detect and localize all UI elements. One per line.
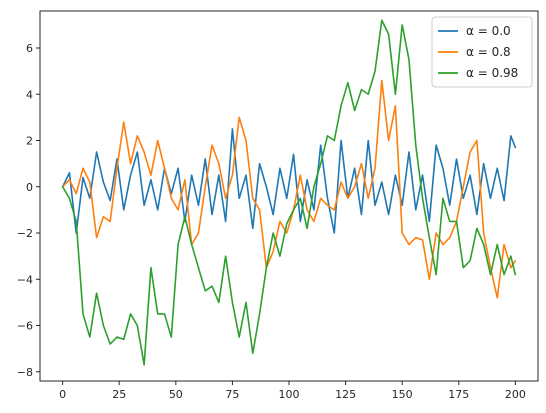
y-axis-ticks: −8 −6 −4 −2 0 2 4 6	[17, 42, 40, 379]
legend-box	[431, 16, 533, 88]
x-tick-label: 25	[112, 388, 126, 401]
y-tick-label: −2	[17, 227, 33, 240]
x-axis-ticks: 0 25 50 75 100 125 150 175 200	[59, 381, 526, 401]
x-tick-label: 150	[392, 388, 413, 401]
y-tick-label: 6	[26, 42, 33, 55]
legend-entries: α = 0.0 α = 0.8 α = 0.98	[438, 24, 518, 80]
series-layer	[61, 19, 517, 366]
x-tick-label: 0	[59, 388, 66, 401]
legend-label-2: α = 0.8	[466, 45, 511, 59]
legend-label-1: α = 0.0	[466, 24, 511, 38]
y-tick-label: 4	[26, 88, 33, 101]
y-tick-label: 2	[26, 135, 33, 148]
series-line-3	[61, 19, 517, 366]
x-tick-label: 200	[505, 388, 526, 401]
x-tick-label: 175	[448, 388, 469, 401]
legend: α = 0.0 α = 0.8 α = 0.98	[431, 16, 533, 88]
y-tick-label: −8	[17, 366, 33, 379]
x-tick-label: 50	[169, 388, 183, 401]
y-tick-label: −4	[17, 273, 33, 286]
series-line-2	[61, 79, 517, 299]
y-tick-label: 0	[26, 181, 33, 194]
legend-label-3: α = 0.98	[466, 66, 518, 80]
x-tick-label: 125	[335, 388, 356, 401]
x-tick-label: 75	[225, 388, 239, 401]
series-line-1	[61, 128, 517, 234]
y-tick-label: −6	[17, 320, 33, 333]
x-tick-label: 100	[279, 388, 300, 401]
